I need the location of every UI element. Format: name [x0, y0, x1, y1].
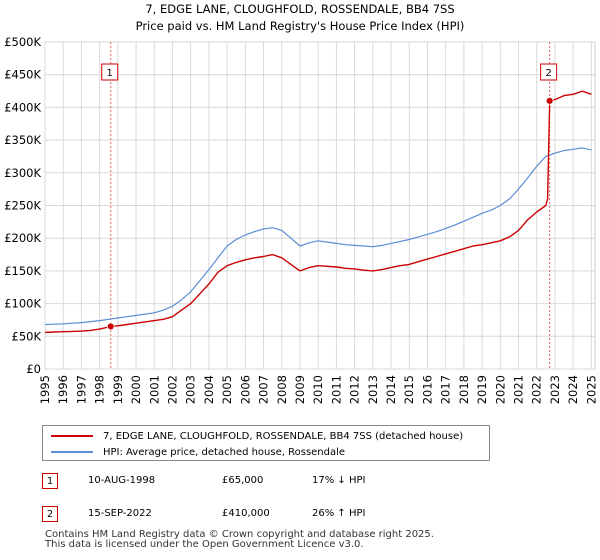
footer: Contains HM Land Registry data © Crown c… [45, 530, 434, 550]
sale-label-number: 1 [107, 68, 113, 79]
x-tick-label: 2023 [548, 375, 562, 404]
sale-label-box [101, 63, 119, 81]
sale-hpi-diff: 26% ↑ HPI [312, 508, 366, 519]
sale-price: £65,000 [222, 475, 264, 486]
sale-point [106, 322, 115, 331]
price-chart: 7, EDGE LANE, CLOUGHFOLD, ROSSENDALE, BB… [4, 2, 598, 404]
series [44, 90, 592, 334]
x-tick-label: 2009 [293, 375, 307, 404]
legend: 7, EDGE LANE, CLOUGHFOLD, ROSSENDALE, BB… [42, 425, 490, 461]
footer-line-1: Contains HM Land Registry data © Crown c… [45, 529, 434, 540]
x-tick-label: 2005 [220, 375, 234, 404]
x-tick-label: 2019 [475, 375, 489, 404]
sale-point [545, 96, 554, 105]
y-tick-label: £250K [4, 199, 41, 213]
x-tick-label: 1995 [38, 375, 52, 404]
x-tick-label: 2008 [275, 375, 289, 404]
sale-marker-lines [110, 42, 551, 369]
x-tick-label: 1998 [93, 375, 107, 404]
x-tick-label: 2016 [420, 375, 434, 404]
footer-line-2: This data is licensed under the Open Gov… [45, 539, 364, 550]
x-tick-label: 2013 [366, 375, 380, 404]
y-tick-label: £500K [4, 35, 41, 49]
y-tick-label: £200K [4, 231, 41, 245]
x-tick-label: 2001 [147, 375, 161, 404]
sale-number-badge: 2 [42, 506, 58, 522]
y-tick-label: £400K [4, 100, 41, 114]
x-tick-label: 2006 [238, 375, 252, 404]
x-tick-label: 2015 [402, 375, 416, 404]
x-tick-label: 2017 [439, 375, 453, 404]
y-tick-label: £0 [26, 362, 41, 376]
sale-label-box [540, 63, 558, 81]
sale-date: 10-AUG-1998 [88, 475, 156, 486]
x-tick-label: 2007 [257, 375, 271, 404]
y-tick-label: £50K [12, 329, 42, 343]
y-tick-label: £150K [4, 264, 41, 278]
y-axis-ticks: £0 £50K £100K £150K £200K £250K £300K £350K £400… [4, 35, 41, 376]
x-tick-label: 2014 [384, 375, 398, 404]
x-tick-label: 2004 [202, 375, 216, 404]
x-tick-label: 2010 [311, 375, 325, 404]
x-tick-label: 2002 [165, 375, 179, 404]
legend-swatch-hpi [51, 451, 93, 453]
x-tick-label: 2024 [566, 375, 580, 404]
x-axis-ticks: 1995 1996 1997 1998 1999 2000 2001 2002 2003 2004… [38, 375, 598, 404]
y-tick-label: £450K [4, 68, 41, 82]
series-line-property [44, 90, 592, 334]
y-tick-label: £100K [4, 297, 41, 311]
sales-table: 1 10-AUG-1998 £65,000 17% ↓ HPI 2 15-SEP… [0, 470, 600, 530]
x-tick-label: 2020 [493, 375, 507, 404]
y-tick-label: £300K [4, 166, 41, 180]
chart-title: 7, EDGE LANE, CLOUGHFOLD, ROSSENDALE, BB… [145, 2, 454, 16]
sale-row: 2 15-SEP-2022 £410,000 26% ↑ HPI [0, 503, 600, 525]
x-tick-label: 2011 [329, 375, 343, 404]
x-tick-label: 2025 [584, 375, 598, 404]
x-tick-label: 2021 [512, 375, 526, 404]
legend-item-hpi: HPI: Average price, detached house, Ross… [51, 444, 345, 460]
series-line-hpi [44, 147, 592, 326]
x-tick-label: 2012 [348, 375, 362, 404]
sale-price: £410,000 [222, 508, 270, 519]
sale-hpi-diff: 17% ↓ HPI [312, 475, 366, 486]
x-tick-label: 1996 [56, 375, 70, 404]
sale-date: 15-SEP-2022 [88, 508, 152, 519]
legend-label-hpi: HPI: Average price, detached house, Ross… [103, 446, 346, 458]
x-tick-label: 2000 [129, 375, 143, 404]
x-tick-label: 2022 [530, 375, 544, 404]
sale-row: 1 10-AUG-1998 £65,000 17% ↓ HPI [0, 470, 600, 492]
grid [44, 41, 595, 370]
sale-label-number: 2 [545, 68, 551, 79]
legend-swatch-property [51, 435, 93, 437]
legend-label-property: 7, EDGE LANE, CLOUGHFOLD, ROSSENDALE, BB… [103, 430, 464, 442]
y-tick-label: £350K [4, 133, 41, 147]
x-tick-label: 2003 [184, 375, 198, 404]
sale-number-badge: 1 [42, 473, 58, 489]
x-tick-label: 2018 [457, 375, 471, 404]
legend-item-property: 7, EDGE LANE, CLOUGHFOLD, ROSSENDALE, BB… [51, 428, 463, 444]
x-tick-label: 1997 [74, 375, 88, 404]
x-tick-label: 1999 [111, 375, 125, 404]
chart-subtitle: Price paid vs. HM Land Registry's House … [136, 19, 465, 33]
